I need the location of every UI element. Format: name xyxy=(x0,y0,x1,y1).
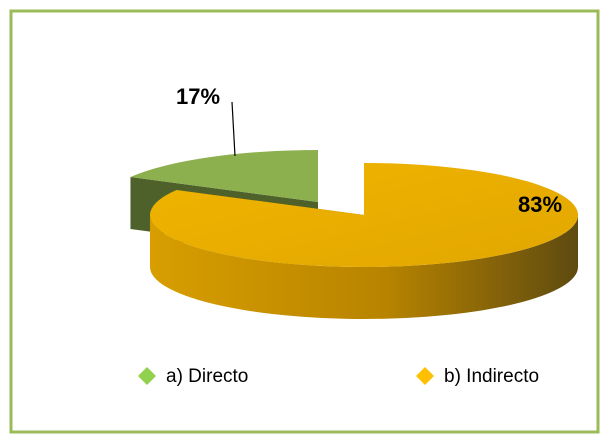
legend: a) Directo b) Indirecto xyxy=(138,366,539,387)
slice-top xyxy=(149,163,579,267)
data-label: 17% xyxy=(176,84,220,109)
pie xyxy=(130,150,579,319)
leader-line xyxy=(231,101,236,157)
slice xyxy=(149,163,579,319)
data-label: 83% xyxy=(518,192,562,217)
legend-marker xyxy=(416,367,434,385)
legend-label: b) Indirecto xyxy=(444,366,539,387)
slice-top xyxy=(130,150,318,202)
legend-label: a) Directo xyxy=(166,366,248,387)
legend-marker xyxy=(138,367,156,385)
